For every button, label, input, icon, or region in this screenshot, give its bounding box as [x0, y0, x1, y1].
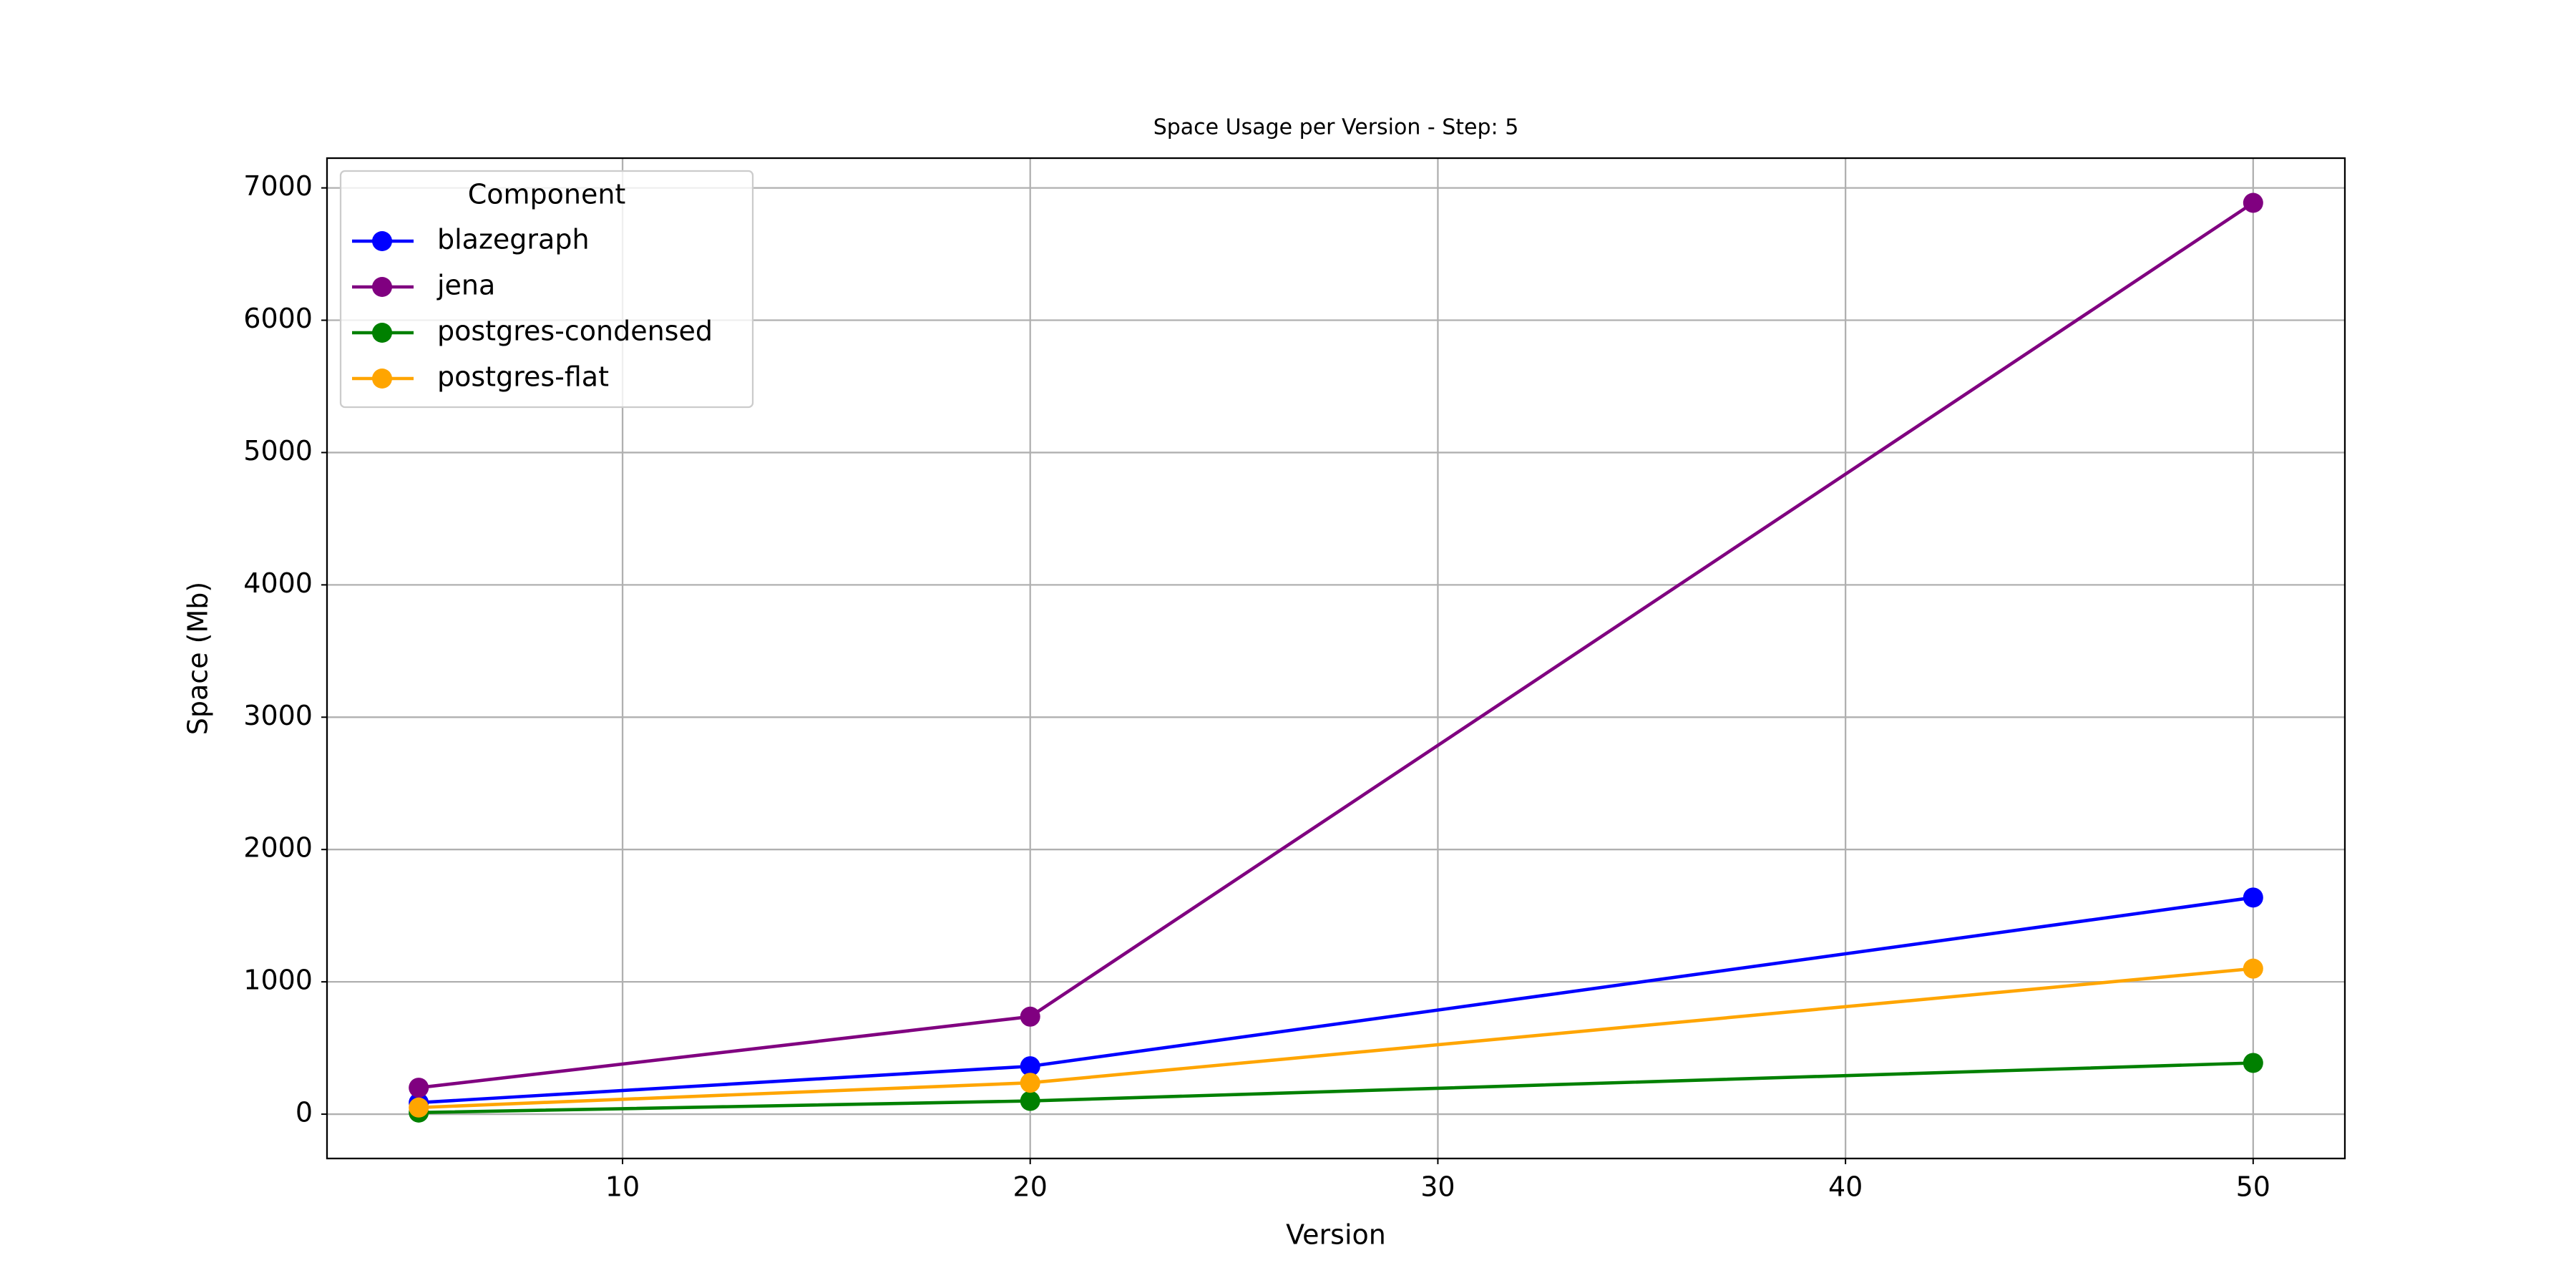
y-tick-label: 7000	[243, 170, 313, 202]
y-tick-label: 5000	[243, 435, 313, 467]
data-point	[1020, 1056, 1040, 1077]
legend-label: postgres-condensed	[437, 316, 713, 347]
data-point	[1020, 1073, 1040, 1093]
y-tick-label: 4000	[243, 567, 313, 599]
data-point	[1020, 1006, 1040, 1027]
legend-title: Component	[468, 179, 626, 210]
data-point	[2243, 887, 2263, 908]
x-tick-label: 30	[1420, 1171, 1455, 1203]
data-point	[2243, 1053, 2263, 1073]
y-tick-label: 2000	[243, 832, 313, 864]
data-point	[409, 1078, 429, 1098]
x-tick-label: 50	[2236, 1171, 2270, 1203]
x-tick-label: 40	[1828, 1171, 1863, 1203]
data-point	[2243, 192, 2263, 213]
legend-marker	[372, 323, 392, 343]
x-tick-label: 10	[605, 1171, 640, 1203]
data-point	[409, 1097, 429, 1118]
legend-marker	[372, 369, 392, 389]
plot-frame	[326, 157, 2346, 1160]
chart-title: Space Usage per Version - Step: 5	[1153, 115, 1519, 140]
y-tick-label: 6000	[243, 303, 313, 334]
data-point	[1020, 1091, 1040, 1111]
legend-marker	[372, 277, 392, 297]
legend-box	[339, 170, 754, 409]
legend-label: postgres-flat	[437, 361, 609, 393]
y-axis-label: Space (Mb)	[182, 582, 214, 735]
x-tick-label: 20	[1013, 1171, 1048, 1203]
legend-label: jena	[436, 270, 495, 301]
y-tick-label: 1000	[243, 965, 313, 996]
legend-marker	[372, 231, 392, 251]
legend-label: blazegraph	[437, 224, 590, 255]
y-tick-label: 0	[296, 1097, 313, 1128]
y-tick-label: 3000	[243, 700, 313, 731]
x-axis-label: Version	[1286, 1219, 1386, 1251]
data-point	[2243, 958, 2263, 979]
